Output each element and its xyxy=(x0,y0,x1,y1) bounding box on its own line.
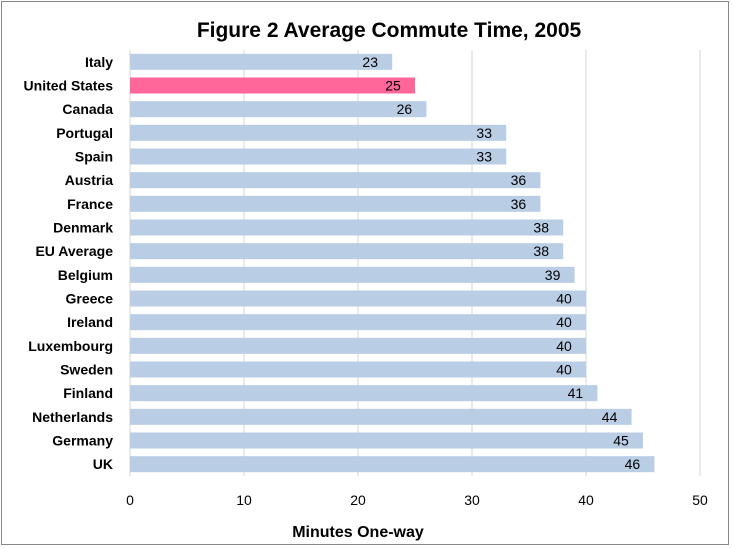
chart-title: Figure 2 Average Commute Time, 2005 xyxy=(197,19,582,42)
data-label: 38 xyxy=(533,243,549,259)
data-label: 46 xyxy=(625,456,641,472)
x-tick-label: 10 xyxy=(236,492,252,508)
data-label: 45 xyxy=(613,433,629,449)
bar-luxembourg xyxy=(130,337,586,354)
data-label: 40 xyxy=(556,291,572,307)
category-label: EU Average xyxy=(35,243,113,259)
category-label: Ireland xyxy=(67,314,113,330)
data-label: 25 xyxy=(385,78,401,94)
bar-finland xyxy=(130,385,598,402)
bar-belgium xyxy=(130,266,575,283)
x-tick-label: 0 xyxy=(126,492,134,508)
category-label: United States xyxy=(24,78,114,94)
category-label: Canada xyxy=(62,101,113,117)
category-label: Italy xyxy=(85,54,113,70)
bar-eu-average xyxy=(130,243,564,260)
bar-united-states xyxy=(130,77,415,94)
data-label: 40 xyxy=(556,314,572,330)
data-label: 23 xyxy=(362,54,378,70)
category-label: Portugal xyxy=(56,125,113,141)
category-label: Netherlands xyxy=(32,409,113,425)
x-axis-ticks: 0 10 20 30 40 50 xyxy=(126,492,708,508)
category-label: Germany xyxy=(52,433,113,449)
x-axis-label: Minutes One-way xyxy=(292,524,424,541)
bar-germany xyxy=(130,432,643,449)
x-tick-label: 50 xyxy=(692,492,708,508)
data-label: 26 xyxy=(397,101,413,117)
bar-ireland xyxy=(130,314,586,331)
data-label: 39 xyxy=(545,267,561,283)
bar-greece xyxy=(130,290,586,307)
bar-netherlands xyxy=(130,408,632,425)
data-label: 36 xyxy=(511,196,527,212)
category-label: Denmark xyxy=(53,220,113,236)
bar-italy xyxy=(130,53,393,70)
data-label: 36 xyxy=(511,172,527,188)
data-label: 33 xyxy=(476,125,492,141)
data-label: 41 xyxy=(568,385,584,401)
x-tick-label: 20 xyxy=(350,492,366,508)
bar-france xyxy=(130,195,541,212)
x-tick-label: 40 xyxy=(578,492,594,508)
bar-canada xyxy=(130,101,427,118)
bar-spain xyxy=(130,148,507,165)
category-label: Finland xyxy=(63,385,113,401)
bar-denmark xyxy=(130,219,564,236)
bar-austria xyxy=(130,172,541,189)
category-labels: Italy United States Canada Portugal Spain Aus… xyxy=(24,54,114,472)
gridlines xyxy=(129,50,701,476)
category-label: Belgium xyxy=(58,267,113,283)
x-tick-label: 30 xyxy=(464,492,480,508)
category-label: Austria xyxy=(65,172,113,188)
category-label: Spain xyxy=(75,149,113,165)
data-label: 44 xyxy=(602,409,618,425)
data-label: 40 xyxy=(556,362,572,378)
category-label: UK xyxy=(93,456,113,472)
bars: 23 25 26 33 33 36 36 38 38 39 40 40 40 40 41 44 45 46 xyxy=(130,53,655,473)
data-label: 40 xyxy=(556,338,572,354)
category-label: Sweden xyxy=(60,362,113,378)
category-label: Luxembourg xyxy=(28,338,113,354)
data-label: 33 xyxy=(476,149,492,165)
category-label: Greece xyxy=(66,291,114,307)
bar-uk xyxy=(130,456,655,473)
data-label: 38 xyxy=(533,220,549,236)
category-label: France xyxy=(67,196,113,212)
bar-portugal xyxy=(130,124,507,141)
bar-sweden xyxy=(130,361,586,378)
